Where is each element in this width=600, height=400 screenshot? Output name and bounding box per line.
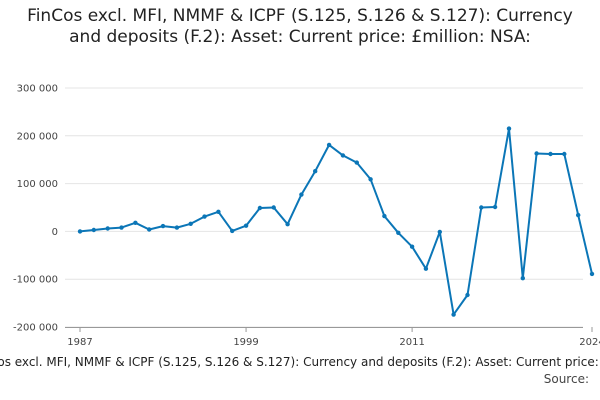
y-tick-label: -100 000 <box>13 275 58 286</box>
legend-series-label: FinCos excl. MFI, NMMF & ICPF (S.125, S.… <box>0 355 600 369</box>
x-tick-label: 1987 <box>67 337 92 348</box>
data-point[interactable] <box>451 312 456 317</box>
data-point[interactable] <box>285 222 290 227</box>
legend: FinCos excl. MFI, NMMF & ICPF (S.125, S.… <box>0 355 600 369</box>
data-point[interactable] <box>257 205 263 211</box>
data-point[interactable] <box>174 225 180 230</box>
y-tick-label: 0 <box>52 227 58 238</box>
x-tick-label: 2011 <box>399 337 424 348</box>
data-point[interactable] <box>368 177 373 182</box>
data-point[interactable] <box>105 226 110 231</box>
data-point[interactable] <box>479 205 484 210</box>
chart-title: FinCos excl. MFI, NMMF & ICPF (S.125, S.… <box>27 6 573 47</box>
data-point[interactable] <box>326 142 332 148</box>
data-point[interactable] <box>230 228 235 234</box>
data-point[interactable] <box>396 230 401 235</box>
data-point[interactable] <box>271 205 276 210</box>
data-point[interactable] <box>147 227 152 232</box>
y-tick-label: 300 000 <box>17 84 58 95</box>
data-point[interactable] <box>354 160 359 165</box>
data-point[interactable] <box>160 223 166 229</box>
data-point[interactable] <box>202 214 207 219</box>
x-tick-label: 1999 <box>233 337 258 348</box>
data-point[interactable] <box>589 271 595 277</box>
y-tick-label: 200 000 <box>17 131 58 142</box>
data-point[interactable] <box>133 220 138 225</box>
series-group <box>77 126 595 317</box>
data-point[interactable] <box>243 223 249 228</box>
data-point[interactable] <box>506 126 512 131</box>
data-point[interactable] <box>77 229 83 234</box>
data-point[interactable] <box>562 151 567 157</box>
data-point[interactable] <box>437 229 442 235</box>
data-point[interactable] <box>216 209 221 214</box>
y-tick-label: -200 000 <box>13 323 58 334</box>
y-tick-label: 100 000 <box>17 179 58 190</box>
source-label: Source: <box>543 372 589 386</box>
x-axis: 1987 1999 2011 2024 <box>65 327 600 348</box>
data-point[interactable] <box>520 276 525 281</box>
data-point[interactable] <box>534 151 539 156</box>
data-point[interactable] <box>313 169 318 174</box>
data-point[interactable] <box>465 292 470 298</box>
y-axis: -200 000 -100 000 0 100 000 200 000 300 000 <box>13 84 58 334</box>
gridlines <box>65 87 583 328</box>
data-point[interactable] <box>423 266 429 271</box>
data-point[interactable] <box>91 227 97 233</box>
data-point[interactable] <box>492 204 498 210</box>
data-point[interactable] <box>188 221 193 226</box>
data-point[interactable] <box>409 244 415 249</box>
series-line <box>79 127 593 316</box>
data-point[interactable] <box>382 213 387 219</box>
data-point[interactable] <box>299 192 304 197</box>
x-tick-label: 2024 <box>579 337 600 348</box>
data-point[interactable] <box>548 151 553 157</box>
data-point[interactable] <box>576 212 581 218</box>
data-point[interactable] <box>119 225 124 230</box>
data-point[interactable] <box>340 153 346 158</box>
